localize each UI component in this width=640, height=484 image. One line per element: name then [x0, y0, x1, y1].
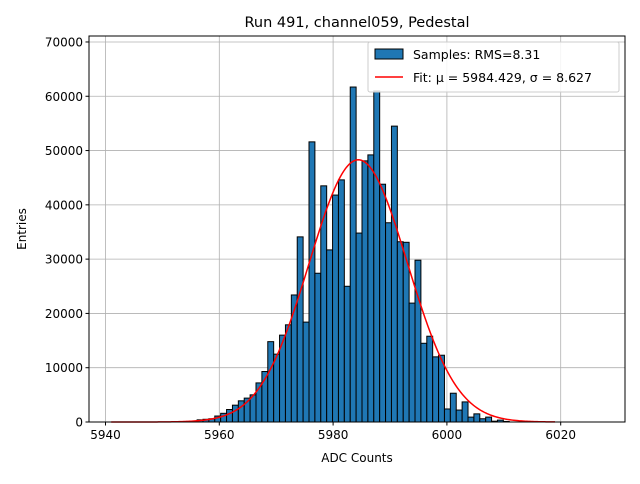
histogram-bar: [455, 409, 463, 423]
histogram-bar: [396, 241, 404, 423]
x-tick-label: 6000: [432, 428, 463, 442]
histogram-bar: [284, 324, 292, 423]
x-axis-ticks: 5940 5960 5980 6000 6020: [90, 422, 576, 442]
y-axis-ticks: 0 10000 20000 30000 40000 50000 60000 70000: [45, 35, 89, 430]
histogram-bar: [343, 285, 351, 423]
y-tick-label: 40000: [45, 198, 83, 212]
histogram-bar: [273, 353, 281, 423]
legend-fit-label: Fit: μ = 5984.429, σ = 8.627: [413, 70, 592, 85]
histogram-bar: [449, 392, 457, 423]
histogram-bar: [337, 179, 345, 423]
y-tick-label: 0: [75, 416, 83, 430]
histogram-bar: [267, 341, 275, 423]
histogram-bar: [355, 232, 363, 423]
histogram-bar: [367, 154, 375, 423]
y-tick-label: 60000: [45, 90, 83, 104]
x-tick-label: 5940: [90, 428, 121, 442]
fit-curve: [111, 159, 556, 423]
histogram-bar: [473, 413, 481, 423]
chart-title: Run 491, channel059, Pedestal: [244, 15, 469, 31]
legend-box: [367, 41, 620, 93]
x-tick-label: 5960: [204, 428, 235, 442]
legend: Samples: RMS=8.31 Fit: μ = 5984.429, σ =…: [367, 41, 620, 93]
histogram-bar: [420, 342, 428, 423]
histogram-bar: [326, 249, 334, 423]
histogram-bar: [308, 141, 316, 423]
histogram-bar: [302, 321, 310, 423]
x-tick-label: 5980: [318, 428, 349, 442]
histogram-bar: [432, 356, 440, 423]
histogram-bar: [332, 194, 339, 423]
histogram-bar: [226, 409, 233, 423]
histogram-bar: [390, 125, 398, 423]
y-tick-label: 30000: [45, 253, 83, 267]
histogram-bar: [485, 416, 493, 423]
histogram-bar: [461, 401, 469, 423]
histogram-bar: [385, 222, 392, 423]
x-axis-label: ADC Counts: [321, 451, 393, 465]
histogram-bar: [443, 408, 451, 423]
histogram-bar: [349, 86, 357, 423]
histogram-bar: [414, 259, 422, 423]
y-tick-label: 10000: [45, 361, 83, 375]
plot-frame: [88, 35, 626, 423]
histogram-bar: [408, 302, 416, 423]
histogram-bar: [373, 90, 381, 423]
histogram-bar: [361, 160, 369, 423]
histogram-bar: [467, 416, 475, 423]
histogram-bar: [231, 404, 239, 423]
y-tick-label: 70000: [45, 35, 83, 49]
x-tick-label: 6020: [545, 428, 576, 442]
legend-histogram-swatch: [374, 48, 404, 60]
histogram-bar: [402, 241, 410, 423]
histogram-bars: [196, 86, 510, 423]
histogram-bar: [379, 183, 387, 423]
y-axis-label: Entries: [15, 208, 29, 250]
legend-histogram-label: Samples: RMS=8.31: [413, 47, 540, 62]
y-tick-label: 20000: [45, 307, 83, 321]
histogram-bar: [237, 400, 245, 423]
histogram-bar: [296, 236, 304, 423]
histogram-bar: [426, 335, 434, 423]
histogram-bar: [314, 272, 322, 423]
y-tick-label: 50000: [45, 144, 83, 158]
